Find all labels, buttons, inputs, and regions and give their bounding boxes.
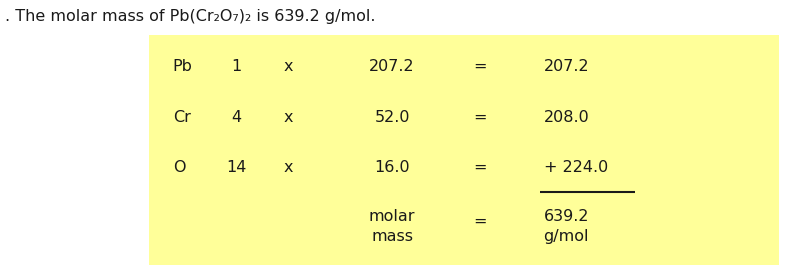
Text: 4: 4 [231, 110, 242, 125]
FancyBboxPatch shape [149, 35, 778, 265]
Text: x: x [284, 59, 293, 74]
Text: =: = [473, 160, 486, 175]
Text: . The molar mass of Pb(Cr₂O₇)₂ is 639.2 g/mol.: . The molar mass of Pb(Cr₂O₇)₂ is 639.2 … [6, 9, 376, 24]
Text: =: = [473, 110, 486, 125]
Text: =: = [473, 59, 486, 74]
Text: O: O [173, 160, 186, 175]
Text: 14: 14 [226, 160, 246, 175]
Text: =: = [473, 214, 486, 229]
Text: 207.2: 207.2 [370, 59, 415, 74]
Text: 207.2: 207.2 [543, 59, 589, 74]
Text: x: x [284, 160, 293, 175]
Text: 1: 1 [231, 59, 242, 74]
Text: Cr: Cr [173, 110, 190, 125]
Text: Pb: Pb [173, 59, 193, 74]
Text: 52.0: 52.0 [374, 110, 410, 125]
Text: 639.2
g/mol: 639.2 g/mol [543, 209, 589, 244]
Text: 16.0: 16.0 [374, 160, 410, 175]
Text: molar
mass: molar mass [369, 209, 415, 244]
Text: x: x [284, 110, 293, 125]
Text: + 224.0: + 224.0 [543, 160, 608, 175]
Text: 208.0: 208.0 [543, 110, 590, 125]
